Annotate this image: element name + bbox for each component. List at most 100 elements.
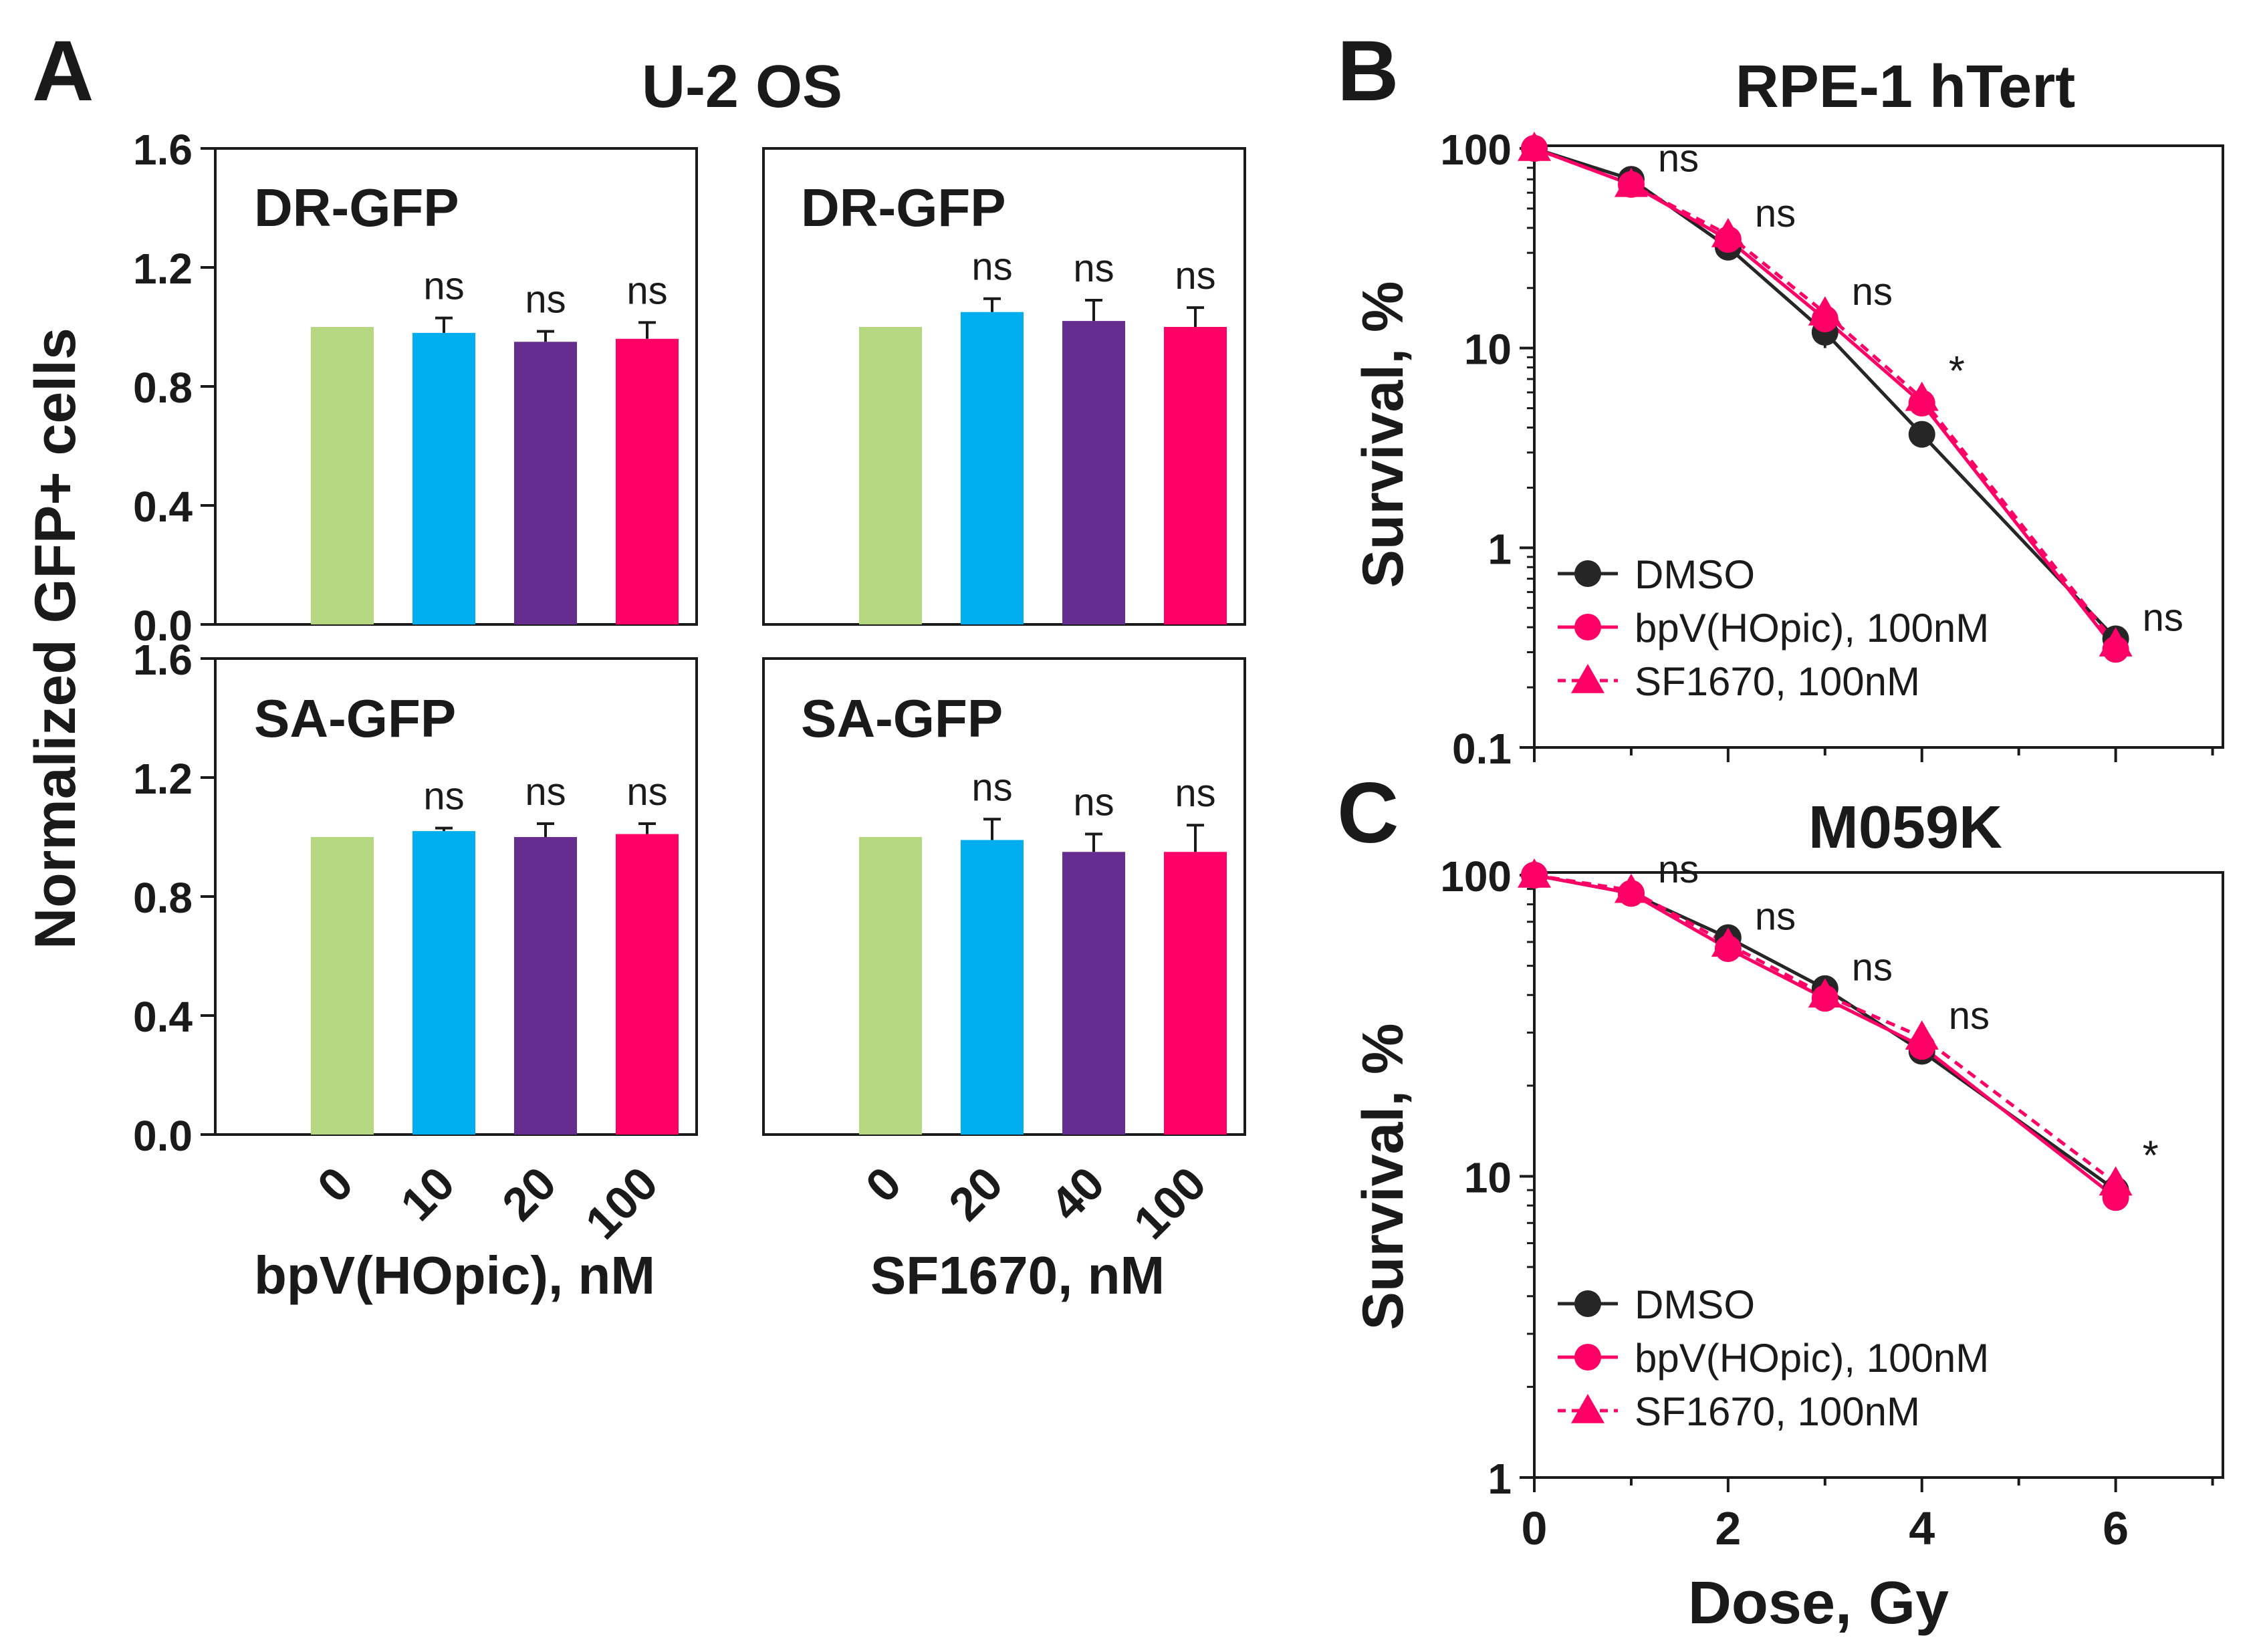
series-line <box>1534 146 2117 651</box>
significance-label: * <box>2143 1133 2159 1179</box>
legend-marker <box>1574 560 1601 587</box>
significance-label: ns <box>525 770 566 814</box>
data-point <box>1905 381 1939 411</box>
label-sa-gfp-right: SA-GFP <box>801 689 1003 748</box>
series-line <box>1534 873 2117 1185</box>
panel-letter-a: A <box>32 23 94 119</box>
y-tick-label: 0.8 <box>133 874 193 922</box>
bar <box>616 834 679 1135</box>
legend-label: SF1670, 100nM <box>1635 1389 1920 1434</box>
significance-label: ns <box>1852 270 1893 314</box>
bar <box>514 837 577 1135</box>
bar <box>961 312 1024 624</box>
legend-marker <box>1574 1290 1601 1317</box>
legend-label: bpV(HOpic), 100nM <box>1635 1336 1989 1381</box>
bar <box>1062 852 1125 1135</box>
panel-b-title: RPE-1 hTert <box>1736 53 2075 120</box>
y-tick-label: 10 <box>1464 326 1512 374</box>
data-point <box>2099 1166 2133 1196</box>
legend-label: bpV(HOpic), 100nM <box>1635 606 1989 651</box>
panel-c-ylabel: Survival, % <box>1351 1024 1415 1330</box>
x-tick-label: 100 <box>1124 1157 1216 1249</box>
series-line <box>1534 146 2117 645</box>
significance-label: ns <box>971 245 1012 289</box>
significance-label: ns <box>1852 946 1893 989</box>
significance-label: ns <box>525 278 566 322</box>
x-tick-label: 10 <box>390 1157 464 1230</box>
x-tick-label: 20 <box>492 1157 566 1230</box>
y-tick-label: 100 <box>1440 126 1512 174</box>
bar <box>1062 321 1125 624</box>
series-line <box>1534 146 2117 640</box>
y-tick-label: 10 <box>1464 1154 1512 1202</box>
significance-label: ns <box>626 770 667 814</box>
significance-label: ns <box>1175 254 1215 298</box>
significance-label: ns <box>1949 994 1990 1038</box>
legend-label: DMSO <box>1635 552 1755 597</box>
legend-marker <box>1571 1394 1605 1423</box>
x-tick-label: 40 <box>1040 1157 1114 1230</box>
significance-label: ns <box>1073 247 1114 290</box>
bar <box>412 831 475 1135</box>
significance-label: ns <box>971 765 1012 809</box>
x-tick-label: 6 <box>2103 1502 2129 1554</box>
data-point <box>1614 873 1648 903</box>
significance-label: ns <box>1073 781 1114 824</box>
data-point <box>1908 421 1935 448</box>
x-tick-label: 2 <box>1715 1502 1741 1554</box>
bar <box>616 338 679 624</box>
y-tick-label: 1.2 <box>133 245 193 293</box>
bar <box>859 837 922 1135</box>
bar <box>961 840 1024 1135</box>
series-line <box>1534 873 2117 1199</box>
y-tick-label: 0.4 <box>133 993 193 1041</box>
significance-label: ns <box>626 269 667 312</box>
legend-marker <box>1571 664 1605 693</box>
y-tick-label: 0.0 <box>133 602 193 650</box>
xlabel-sf1670: SF1670, nM <box>870 1246 1165 1305</box>
data-point <box>1711 217 1745 247</box>
x-tick-label: 20 <box>939 1157 1012 1230</box>
x-tick-label: 4 <box>1909 1502 1935 1554</box>
y-tick-label: 1.6 <box>133 636 193 684</box>
y-tick-label: 0.0 <box>133 1112 193 1160</box>
bar <box>311 837 374 1135</box>
bar <box>311 327 374 624</box>
y-tick-label: 1 <box>1488 525 1512 573</box>
significance-label: * <box>1949 348 1965 394</box>
data-point <box>1808 978 1842 1008</box>
significance-label: ns <box>2143 596 2183 640</box>
y-tick-label: 0.8 <box>133 364 193 412</box>
y-tick-label: 0.4 <box>133 483 193 531</box>
x-tick-label: 100 <box>576 1157 668 1249</box>
series-line <box>1534 873 2117 1192</box>
label-dr-gfp-left: DR-GFP <box>254 178 459 237</box>
label-dr-gfp-right: DR-GFP <box>801 178 1006 237</box>
panel-letter-c: C <box>1337 765 1399 861</box>
x-tick-label: 0 <box>856 1157 911 1212</box>
frame-panel-b <box>1533 144 2224 749</box>
panel-c-title: M059K <box>1808 794 2002 861</box>
y-tick-label: 100 <box>1440 852 1512 901</box>
significance-label: ns <box>423 265 464 308</box>
significance-label: ns <box>1175 772 1215 815</box>
y-tick-label: 1.2 <box>133 755 193 803</box>
y-tick-label: 0.1 <box>1452 725 1512 773</box>
data-point <box>1808 296 1842 326</box>
label-sa-gfp-left: SA-GFP <box>254 689 456 748</box>
y-tick-label: 1 <box>1488 1455 1512 1503</box>
significance-label: ns <box>1755 895 1796 939</box>
y-tick-label: 1.6 <box>133 126 193 174</box>
data-point <box>1905 1020 1939 1050</box>
significance-label: ns <box>423 775 464 818</box>
legend-label: DMSO <box>1635 1282 1755 1327</box>
panel-a-title: U-2 OS <box>642 53 842 120</box>
legend-marker <box>1574 614 1601 640</box>
data-point <box>1711 927 1745 957</box>
legend-marker <box>1574 1344 1601 1371</box>
bar <box>412 332 475 624</box>
bar <box>514 342 577 624</box>
panel-c-xlabel: Dose, Gy <box>1688 1570 1949 1637</box>
bar <box>1164 327 1227 624</box>
